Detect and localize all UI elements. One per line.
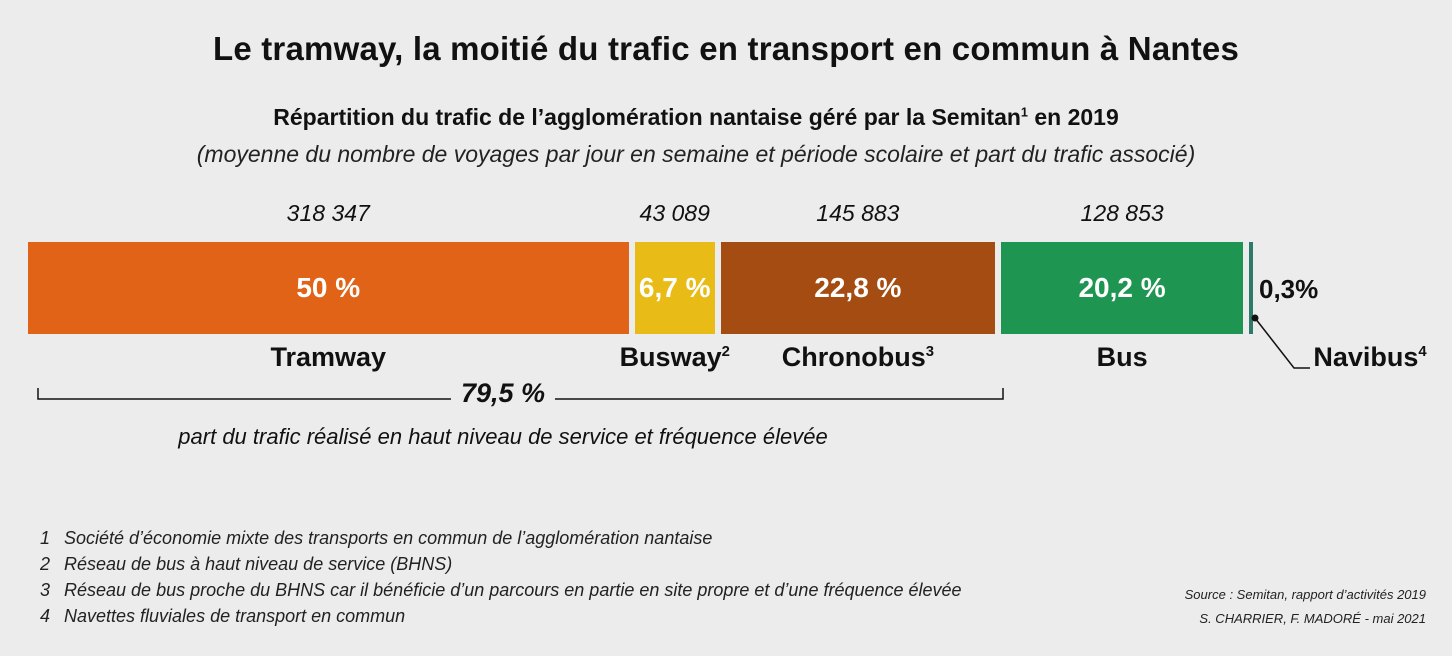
category-label-busway: Busway2 [620, 342, 730, 373]
category-name-bus: Bus [1096, 342, 1148, 372]
author-line: S. CHARRIER, F. MADORÉ - mai 2021 [1199, 611, 1426, 626]
category-footnote-ref-chronobus: 3 [925, 344, 934, 360]
navibus-leader-line [1251, 314, 1310, 369]
share-label-navibus: 0,3% [1259, 274, 1319, 304]
footnote-3: 3 Réseau de bus proche du BHNS car il bén… [40, 577, 962, 603]
bar-segment-busway: 6,7 % [634, 242, 715, 334]
count-label-chronobus: 145 883 [816, 200, 900, 226]
footnote-1: 1 Société d’économie mixte des transports… [40, 525, 962, 551]
category-name-chronobus: Chronobus [781, 342, 926, 372]
footnote-number: 4 [40, 606, 51, 626]
source-line: Source : Semitan, rapport d’activités 20… [1184, 587, 1426, 602]
bar-segment-chronobus: 22,8 % [720, 242, 995, 334]
chart-title: Le tramway, la moitié du trafic en trans… [212, 30, 1240, 67]
footnote-text: Navettes fluviales de transport en commu… [64, 606, 406, 626]
bracket-caption: part du trafic réalisé en haut niveau de… [178, 424, 828, 449]
category-label-chronobus: Chronobus3 [782, 342, 934, 373]
footnote-number: 2 [40, 554, 51, 574]
count-label-busway: 43 089 [639, 200, 710, 226]
category-footnote-ref-busway: 2 [721, 344, 730, 360]
bracket-value: 79,5 % [450, 378, 556, 409]
bar-segment-bus: 20,2 % [1000, 242, 1244, 334]
footnote-2: 2 Réseau de bus à haut niveau de service … [40, 551, 962, 577]
footnote-number: 3 [40, 580, 51, 600]
footnotes: 1 Société d’économie mixte des transports… [40, 525, 962, 629]
bar-segment-navibus [1249, 242, 1253, 334]
chart-subtitle: Répartition du trafic de l’agglomération… [0, 104, 1392, 131]
bar-segment-tramway: 50 % [28, 242, 629, 334]
share-label-chronobus: 22,8 % [814, 272, 902, 303]
chart-subtitle-detail: (moyenne du nombre de voyages par jour e… [196, 141, 1196, 167]
category-label-navibus: Navibus4 [1313, 342, 1426, 373]
share-label-busway: 6,7 % [638, 272, 711, 303]
share-label-bus: 20,2 % [1078, 272, 1166, 303]
subtitle-year: en 2019 [1027, 104, 1119, 130]
category-label-bus: Bus [1097, 342, 1148, 373]
category-footnote-ref-navibus: 4 [1418, 344, 1427, 360]
share-label-tramway: 50 % [296, 272, 361, 303]
category-name-navibus: Navibus [1313, 342, 1419, 372]
footnote-text: Société d’économie mixte des transports … [64, 528, 713, 548]
source-credit: Source : Semitan, rapport d’activités 20… [1185, 583, 1426, 631]
subtitle-text: Répartition du trafic de l’agglomération… [273, 104, 1021, 130]
count-label-bus: 128 853 [1080, 200, 1164, 226]
footnote-text: Réseau de bus à haut niveau de service (… [64, 554, 453, 574]
footnote-text: Réseau de bus proche du BHNS car il béné… [64, 580, 962, 600]
count-label-tramway: 318 347 [286, 200, 370, 226]
category-label-tramway: Tramway [270, 342, 386, 373]
category-name-tramway: Tramway [270, 342, 387, 372]
category-name-busway: Busway [619, 342, 722, 372]
footnote-number: 1 [40, 528, 51, 548]
footnote-4: 4 Navettes fluviales de transport en comm… [40, 603, 962, 629]
subtitle-footnote-ref: 1 [1020, 105, 1028, 120]
